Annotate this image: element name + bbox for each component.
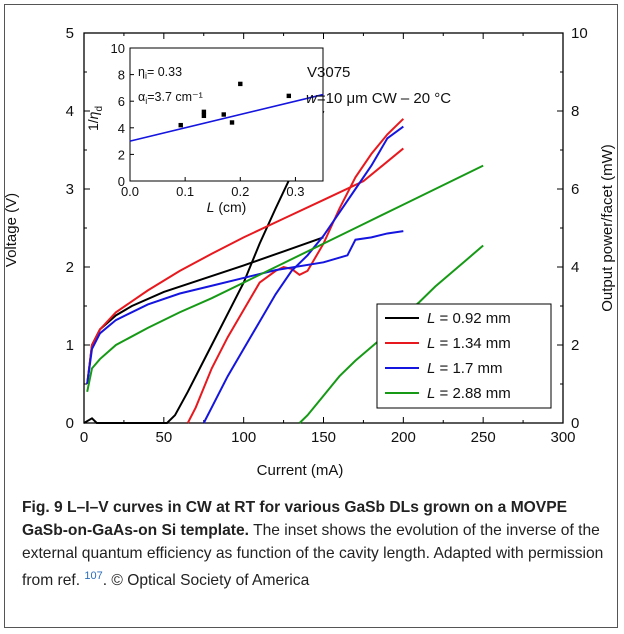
y-right-tick-label: 0 xyxy=(571,415,579,432)
inset-y-tick-label: 10 xyxy=(111,41,125,56)
inset-data-point xyxy=(229,120,235,125)
y-right-tick-label: 10 xyxy=(571,25,588,42)
voltage-curve-2 xyxy=(86,147,404,385)
inset-data-point xyxy=(201,109,207,115)
power-curve-1 xyxy=(83,110,325,424)
inset-x-tick-label: 0.3 xyxy=(286,184,304,199)
y-axis-left-title: Voltage (V) xyxy=(3,193,20,267)
figure-caption: Fig. 9 L–I–V curves in CW at RT for vari… xyxy=(22,496,607,592)
x-tick-label: 250 xyxy=(471,429,496,446)
annotation-sample: V3075 xyxy=(307,64,350,81)
voltage-curve-4 xyxy=(86,164,484,393)
inset-fit-line xyxy=(129,93,324,142)
inset-data-point xyxy=(178,122,183,128)
inset-annotation-eta: ηi= 0.33 xyxy=(138,65,182,81)
y-left-tick-label: 5 xyxy=(66,25,74,42)
x-tick-label: 200 xyxy=(391,429,416,446)
y-left-tick-label: 2 xyxy=(66,259,74,276)
x-tick-label: 50 xyxy=(155,429,172,446)
inset-x-axis-title: L (cm) xyxy=(207,199,247,215)
x-tick-label: 300 xyxy=(550,429,575,446)
inset-chart: 0.0 0.1 0.2 0.3 0 2 4 6 8 10 L (cm) 1/ηd ηi= 0.33 αi=… xyxy=(85,41,324,215)
legend-label-1: L = 0.92 mm xyxy=(427,310,511,327)
y-left-tick-label: 3 xyxy=(66,181,74,198)
x-tick-label: 100 xyxy=(231,429,256,446)
y-right-tick-label: 6 xyxy=(571,181,579,198)
inset-y-axis-title: 1/ηd xyxy=(85,106,105,131)
inset-x-tick-label: 0.2 xyxy=(231,184,249,199)
inset-y-tick-label: 4 xyxy=(118,121,125,136)
inset-annotation-alpha: αi=3.7 cm⁻¹ xyxy=(138,90,203,106)
legend-label-3: L = 1.7 mm xyxy=(427,360,502,377)
y-right-tick-label: 8 xyxy=(571,103,579,120)
y-right-tick-label: 2 xyxy=(571,337,579,354)
legend-box xyxy=(376,303,552,409)
y-left-tick-label: 0 xyxy=(66,415,74,432)
y-right-tick-label: 4 xyxy=(571,259,579,276)
y-left-tick-label: 1 xyxy=(66,337,74,354)
inset-frame xyxy=(129,47,324,182)
inset-y-tick-label: 8 xyxy=(118,68,125,83)
power-curve-3 xyxy=(202,125,404,424)
caption-title: Fig. 9 L–I–V curves in CW at RT for vari… xyxy=(22,499,568,539)
inset-x-tick-label: 0.1 xyxy=(176,184,194,199)
caption-text-end: . © Optical Society of America xyxy=(102,572,310,590)
inset-data-point xyxy=(201,113,207,119)
inset-data-point xyxy=(238,81,243,87)
x-axis-title: Current (mA) xyxy=(257,462,344,479)
annotation-conditions: w=10 μm CW – 20 °C xyxy=(306,90,451,107)
inset-y-tick-label: 2 xyxy=(118,147,125,162)
caption-text: The inset shows the evolution of the inv… xyxy=(22,522,604,590)
voltage-curve-1 xyxy=(86,236,324,385)
voltage-curve-3 xyxy=(86,230,404,385)
y-axis-right-title: Output power/facet (mW) xyxy=(599,144,616,312)
inset-x-tick-label: 0.0 xyxy=(121,184,139,199)
axis-labels: V3075 w=10 μm CW – 20 °C Current (mA) Vo… xyxy=(3,64,616,479)
legend: L = 0.92 mm L = 1.34 mm L = 1.7 mm L = 2.88… xyxy=(376,303,552,409)
y-left-tick-label: 4 xyxy=(66,103,74,120)
inset-y-tick-label: 0 xyxy=(118,174,125,189)
inset-y-tick-label: 6 xyxy=(118,94,125,109)
power-curve-2 xyxy=(186,118,405,424)
x-tick-label: 0 xyxy=(80,429,88,446)
caption-ref: 107 xyxy=(84,570,103,582)
annotation-conditions-text: =10 μm CW – 20 °C xyxy=(317,90,451,107)
inset-data-point xyxy=(286,93,292,99)
legend-label-4: L = 2.88 mm xyxy=(427,385,511,402)
annotation-w: w xyxy=(306,90,318,107)
x-tick-label: 150 xyxy=(311,429,336,446)
legend-label-2: L = 1.34 mm xyxy=(427,335,511,352)
inset-data-point xyxy=(221,112,226,117)
